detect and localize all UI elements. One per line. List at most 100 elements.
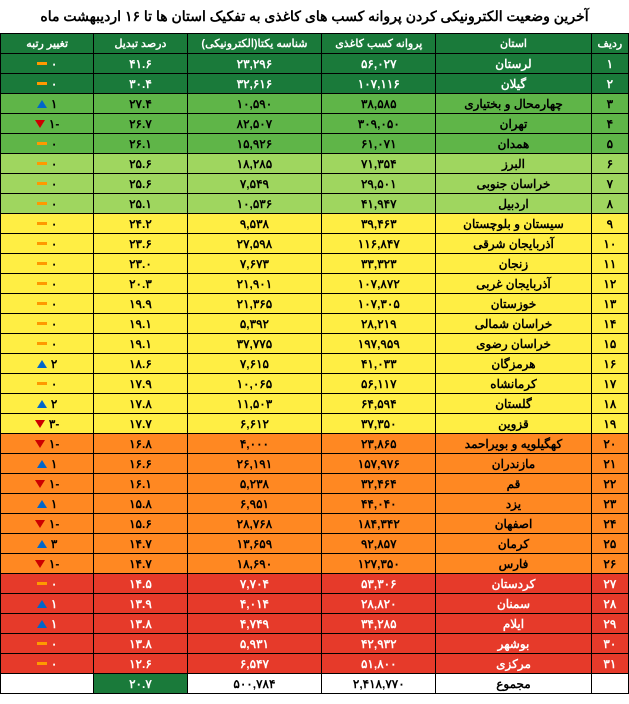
cell-pct: ۱۹.۹ [94,294,187,314]
arrow-down-icon [35,420,45,428]
cell-rank: ۱۴ [591,314,628,334]
th-change: تغییر رتبه [1,34,94,54]
change-value: ۳ [51,537,57,551]
cell-paper: ۳۷,۳۵۰ [322,414,436,434]
cell-pct: ۱۳.۸ [94,614,187,634]
cell-elec: ۱۸,۶۹۰ [187,554,322,574]
cell-paper: ۳۲,۴۶۴ [322,474,436,494]
arrow-up-icon [37,400,47,408]
table-row: ۱۲آذربایجان غربی۱۰۷,۸۷۲۲۱,۹۰۱۲۰.۳۰ [1,274,629,294]
change-value: ۰ [51,337,57,351]
cell-change: -۳ [1,414,94,434]
change-value: ۰ [51,237,57,251]
cell-paper: ۲۸,۸۲۰ [322,594,436,614]
change-value: -۱ [49,557,59,571]
arrow-up-icon [37,460,47,468]
cell-province: گلستان [436,394,591,414]
cell-paper: ۵۱,۸۰۰ [322,654,436,674]
cell-elec: ۲۷,۵۹۸ [187,234,322,254]
cell-pct: ۴۱.۶ [94,54,187,74]
change-value: ۲ [51,397,57,411]
cell-change: ۱ [1,454,94,474]
cell-paper: ۱۰۷,۱۱۶ [322,74,436,94]
cell-change: -۱ [1,554,94,574]
cell-province: خراسان رضوی [436,334,591,354]
cell-rank: ۷ [591,174,628,194]
cell-rank: ۲ [591,74,628,94]
cell-elec: ۱۰,۰۶۵ [187,374,322,394]
cell-change: ۱ [1,94,94,114]
cell-change: ۰ [1,174,94,194]
table-row: ۶البرز۷۱,۳۵۴۱۸,۲۸۵۲۵.۶۰ [1,154,629,174]
table-row: ۳چهارمحال و بختیاری۳۸,۵۸۵۱۰,۵۹۰۲۷.۴۱ [1,94,629,114]
cell-elec: ۵,۲۳۸ [187,474,322,494]
arrow-down-icon [35,120,45,128]
total-row: مجموع۲,۴۱۸,۷۷۰۵۰۰,۷۸۴۲۰.۷ [1,674,629,694]
dash-icon [37,342,47,345]
cell-elec: ۴,۷۴۹ [187,614,322,634]
cell-pct: ۱۶.۸ [94,434,187,454]
cell-pct: ۱۴.۷ [94,534,187,554]
table-row: ۲۶فارس۱۲۷,۳۵۰۱۸,۶۹۰۱۴.۷-۱ [1,554,629,574]
table-row: ۳۰بوشهر۴۲,۹۳۲۵,۹۳۱۱۳.۸۰ [1,634,629,654]
cell-province: البرز [436,154,591,174]
cell-province: ایلام [436,614,591,634]
cell-rank: ۴ [591,114,628,134]
cell-paper: ۱۹۷,۹۵۹ [322,334,436,354]
cell-rank: ۲۶ [591,554,628,574]
cell-elec: ۹,۵۳۸ [187,214,322,234]
change-value: -۱ [49,117,59,131]
table-row: ۱۴خراسان شمالی۲۸,۲۱۹۵,۳۹۲۱۹.۱۰ [1,314,629,334]
cell-rank: ۲۱ [591,454,628,474]
cell-elec: ۲۶,۱۹۱ [187,454,322,474]
dash-icon [37,62,47,65]
th-percent: درصد تبدیل [94,34,187,54]
cell-change: ۰ [1,214,94,234]
change-value: ۰ [51,157,57,171]
table-row: ۵همدان۶۱,۰۷۱۱۵,۹۲۶۲۶.۱۰ [1,134,629,154]
cell-change: ۰ [1,334,94,354]
change-value: ۰ [51,637,57,651]
cell-paper: ۲۸,۲۱۹ [322,314,436,334]
cell-province: گیلان [436,74,591,94]
cell-pct: ۱۳.۸ [94,634,187,654]
cell-change: ۰ [1,314,94,334]
table-row: ۱۷کرمانشاه۵۶,۱۱۷۱۰,۰۶۵۱۷.۹۰ [1,374,629,394]
cell-elec: ۵,۹۳۱ [187,634,322,654]
cell-pct: ۲۶.۱ [94,134,187,154]
change-value: ۰ [51,657,57,671]
total-paper: ۲,۴۱۸,۷۷۰ [322,674,436,694]
table-row: ۲گیلان۱۰۷,۱۱۶۳۲,۶۱۶۳۰.۴۰ [1,74,629,94]
cell-rank: ۲۷ [591,574,628,594]
cell-pct: ۲۳.۶ [94,234,187,254]
dash-icon [37,242,47,245]
cell-elec: ۶,۵۴۷ [187,654,322,674]
table-row: ۲۷کردستان۵۳,۳۰۶۷,۷۰۴۱۴.۵۰ [1,574,629,594]
cell-paper: ۱۰۷,۳۰۵ [322,294,436,314]
table-row: ۲۲قم۳۲,۴۶۴۵,۲۳۸۱۶.۱-۱ [1,474,629,494]
cell-change: ۰ [1,294,94,314]
cell-rank: ۲۵ [591,534,628,554]
cell-elec: ۸۲,۵۰۷ [187,114,322,134]
cell-rank: ۱۶ [591,354,628,374]
cell-rank: ۳۱ [591,654,628,674]
arrow-down-icon [35,480,45,488]
cell-paper: ۶۴,۵۹۴ [322,394,436,414]
change-value: -۱ [49,437,59,451]
cell-elec: ۵,۳۹۲ [187,314,322,334]
cell-pct: ۱۵.۸ [94,494,187,514]
table-row: ۲۴اصفهان۱۸۴,۳۴۲۲۸,۷۶۸۱۵.۶-۱ [1,514,629,534]
cell-rank: ۹ [591,214,628,234]
table-row: ۲۹ایلام۳۴,۲۸۵۴,۷۴۹۱۳.۸۱ [1,614,629,634]
cell-elec: ۷,۶۱۵ [187,354,322,374]
cell-paper: ۱۲۷,۳۵۰ [322,554,436,574]
cell-rank: ۱۵ [591,334,628,354]
cell-pct: ۲۵.۱ [94,194,187,214]
cell-pct: ۲۵.۶ [94,174,187,194]
cell-province: یزد [436,494,591,514]
cell-rank: ۱۸ [591,394,628,414]
total-change [1,674,94,694]
cell-change: ۰ [1,194,94,214]
cell-change: ۰ [1,154,94,174]
cell-pct: ۱۵.۶ [94,514,187,534]
